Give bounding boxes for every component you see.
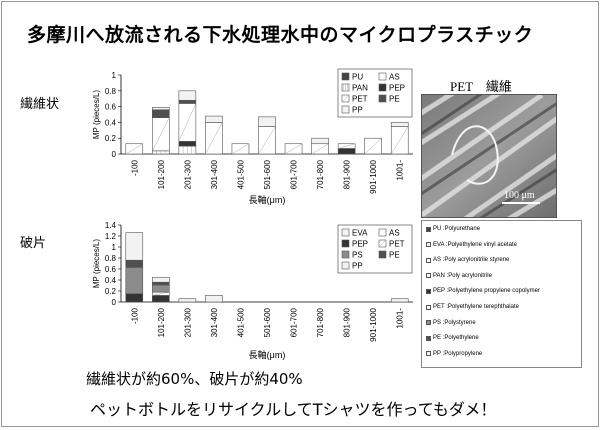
polymer-glossary: PU :Polyurethane EVA :Polyethylene vinyl … <box>421 220 582 368</box>
glossary-text: PU :Polyurethane <box>433 226 481 232</box>
glossary-swatch <box>426 351 431 357</box>
summary-text: 繊維状が約60%、破片が約40% <box>86 370 303 388</box>
glossary-text: PE :Polyethylene <box>433 335 479 342</box>
glossary-swatch <box>426 273 431 279</box>
glossary-item-pp: PP :Polypropylene <box>426 351 482 357</box>
glossary-text: PET :Polyethylene terephthalate <box>433 304 519 310</box>
glossary-item-pan: PAN :Poly acrylonitrile <box>426 273 492 279</box>
glossary-swatch <box>426 257 431 263</box>
glossary-swatch <box>426 320 431 326</box>
message-text: ペットボトルをリサイクルしてTシャツを作ってもダメ！ <box>90 400 497 419</box>
fragment-section-label: 破片 <box>20 236 47 251</box>
glossary-swatch <box>426 288 431 294</box>
glossary-item-eva: EVA :Polyethylene vinyl acetate <box>426 242 517 248</box>
glossary-swatch <box>426 335 431 341</box>
photo-title: PET 繊維 <box>450 79 512 94</box>
glossary-text: PS :Polystyrene <box>433 319 476 326</box>
glossary-item-pep: PEP :Polyethylene propylene copolymer <box>426 288 540 294</box>
glossary-item-pu: PU :Polyurethane <box>426 226 480 232</box>
glossary-swatch <box>426 242 431 248</box>
slide-title: 多摩川へ放流される下水処理水中のマイクロプラスチック <box>27 24 534 46</box>
glossary-text: EVA :Polyethylene vinyl acetate <box>433 241 517 248</box>
pet-fiber-micrograph <box>421 94 557 218</box>
glossary-text: PAN :Poly acrylonitrile <box>433 272 492 279</box>
glossary-item-ps: PS :Polystyrene <box>426 320 476 326</box>
glossary-swatch <box>426 304 431 310</box>
glossary-text: AS :Poly acrylonitrile styrene <box>433 257 510 264</box>
fiber-section-label: 繊維状 <box>20 97 60 112</box>
glossary-item-pet: PET :Polyethylene terephthalate <box>426 304 519 310</box>
glossary-text: PP :Polypropylene <box>433 350 483 357</box>
glossary-item-pe: PE :Polyethylene <box>426 335 479 341</box>
scale-bar-label: 100 μm <box>504 190 535 201</box>
glossary-item-as: AS :Poly acrylonitrile styrene <box>426 257 509 263</box>
glossary-text: PEP :Polyethylene propylene copolymer <box>433 288 540 295</box>
glossary-swatch <box>426 226 431 232</box>
